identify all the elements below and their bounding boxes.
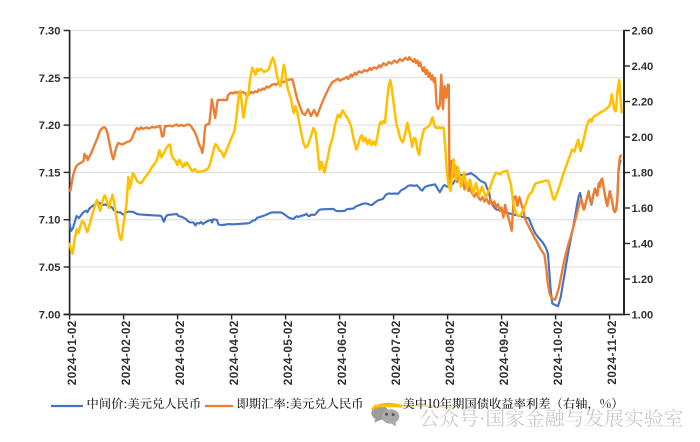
- svg-text:7.25: 7.25: [39, 73, 61, 85]
- svg-text:1.20: 1.20: [632, 274, 654, 286]
- svg-text:2024-09-02: 2024-09-02: [498, 320, 511, 385]
- svg-text:7.05: 7.05: [39, 262, 61, 274]
- svg-text:7.10: 7.10: [39, 215, 61, 227]
- svg-text:7.00: 7.00: [39, 309, 61, 321]
- svg-text:2.60: 2.60: [632, 26, 654, 38]
- svg-text:2024-05-02: 2024-05-02: [282, 320, 295, 385]
- svg-text:1.40: 1.40: [632, 239, 654, 251]
- svg-text:7.30: 7.30: [39, 26, 61, 38]
- svg-text:7.20: 7.20: [39, 120, 61, 132]
- svg-text:1.00: 1.00: [632, 310, 654, 322]
- svg-text:2024-03-02: 2024-03-02: [174, 320, 187, 385]
- svg-text:1.80: 1.80: [632, 168, 654, 180]
- svg-text:1.60: 1.60: [632, 203, 654, 215]
- svg-text:2024-02-02: 2024-02-02: [120, 320, 133, 385]
- svg-text:2024-01-02: 2024-01-02: [66, 320, 79, 385]
- svg-text:7.15: 7.15: [39, 167, 61, 179]
- svg-text:2024-04-02: 2024-04-02: [228, 320, 241, 385]
- svg-text:2024-11-02: 2024-11-02: [606, 320, 619, 385]
- svg-text:2.40: 2.40: [632, 61, 654, 73]
- svg-text:2024-07-02: 2024-07-02: [390, 320, 403, 385]
- svg-text:2024-06-02: 2024-06-02: [336, 320, 349, 385]
- svg-text:2.20: 2.20: [632, 97, 654, 109]
- svg-text:2.00: 2.00: [632, 132, 654, 144]
- svg-text:2024-08-02: 2024-08-02: [444, 320, 457, 385]
- svg-text:2024-10-02: 2024-10-02: [552, 320, 565, 385]
